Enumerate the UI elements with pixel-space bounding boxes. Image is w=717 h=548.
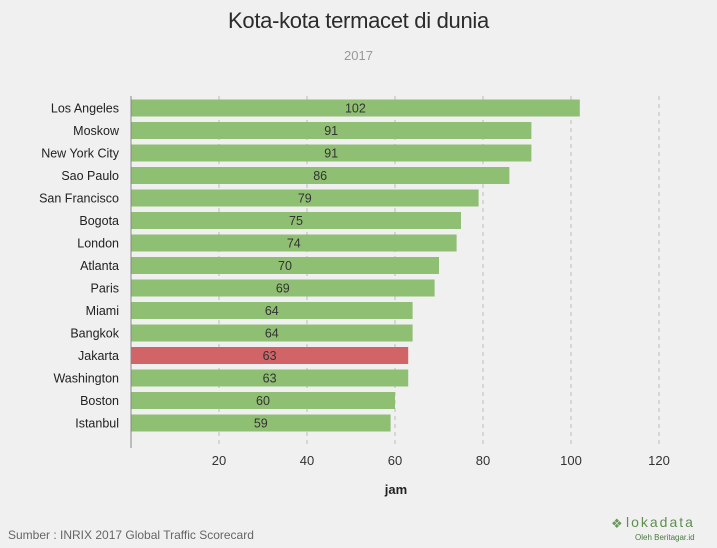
value-label: 63 bbox=[263, 349, 277, 363]
category-label: San Francisco bbox=[39, 192, 119, 206]
bar-miami bbox=[131, 302, 413, 319]
bar-paris bbox=[131, 279, 435, 297]
bar-boston bbox=[131, 392, 395, 409]
bar-atlanta bbox=[131, 257, 439, 274]
x-axis-label: jam bbox=[384, 482, 407, 497]
value-label: 60 bbox=[256, 394, 270, 408]
bar-moskow bbox=[131, 122, 532, 139]
value-label: 91 bbox=[324, 147, 338, 161]
bar-istanbul bbox=[131, 414, 391, 432]
category-label: Jakarta bbox=[78, 349, 119, 363]
bar-washington bbox=[131, 369, 409, 387]
bar-los-angeles bbox=[131, 99, 580, 117]
bar-jakarta bbox=[131, 347, 409, 364]
value-label: 91 bbox=[324, 124, 338, 138]
category-label: London bbox=[77, 237, 119, 251]
category-label: Bogota bbox=[79, 214, 119, 228]
bar-san-francisco bbox=[131, 189, 479, 207]
value-label: 79 bbox=[298, 192, 312, 206]
x-tick-label: 40 bbox=[300, 453, 314, 468]
bar-new-york-city bbox=[131, 144, 532, 162]
category-label: Istanbul bbox=[75, 417, 119, 431]
category-label: Sao Paulo bbox=[61, 169, 119, 183]
value-label: 69 bbox=[276, 282, 290, 296]
source-note: Sumber : INRIX 2017 Global Traffic Score… bbox=[8, 528, 254, 542]
value-label: 75 bbox=[289, 214, 303, 228]
bar-london bbox=[131, 234, 457, 252]
category-label: Paris bbox=[91, 282, 119, 296]
chart-subtitle: 2017 bbox=[344, 48, 373, 63]
value-label: 102 bbox=[345, 102, 366, 116]
brand-name: lokadata bbox=[626, 514, 695, 530]
category-label: Miami bbox=[86, 304, 119, 318]
bar-bogota bbox=[131, 212, 461, 229]
category-label: Atlanta bbox=[80, 259, 119, 273]
category-label: Los Angeles bbox=[51, 102, 119, 116]
value-label: 74 bbox=[287, 237, 301, 251]
x-tick-label: 120 bbox=[648, 453, 670, 468]
brand-tagline: Oleh Beritagar.id bbox=[635, 533, 695, 542]
brand-logo: ❖ lokadata Oleh Beritagar.id bbox=[611, 514, 711, 544]
category-label: New York City bbox=[41, 147, 120, 161]
x-tick-label: 20 bbox=[212, 453, 226, 468]
x-tick-label: 60 bbox=[388, 453, 402, 468]
lokadata-mark-icon: ❖ bbox=[611, 516, 623, 531]
category-label: Washington bbox=[53, 372, 119, 386]
category-label: Bangkok bbox=[70, 327, 119, 341]
bar-bangkok bbox=[131, 324, 413, 342]
bar-sao-paulo bbox=[131, 167, 510, 184]
value-label: 59 bbox=[254, 417, 268, 431]
chart-title: Kota-kota termacet di dunia bbox=[228, 8, 489, 33]
value-label: 70 bbox=[278, 259, 292, 273]
value-label: 64 bbox=[265, 304, 279, 318]
category-label: Moskow bbox=[73, 124, 120, 138]
x-tick-label: 80 bbox=[476, 453, 490, 468]
axes: 20 40 60 80 100 120 Los Angeles Moskow New York … bbox=[39, 96, 670, 468]
value-label: 64 bbox=[265, 327, 279, 341]
value-label: 63 bbox=[263, 372, 277, 386]
value-label: 86 bbox=[313, 169, 327, 183]
x-tick-label: 100 bbox=[560, 453, 582, 468]
category-label: Boston bbox=[80, 394, 119, 408]
